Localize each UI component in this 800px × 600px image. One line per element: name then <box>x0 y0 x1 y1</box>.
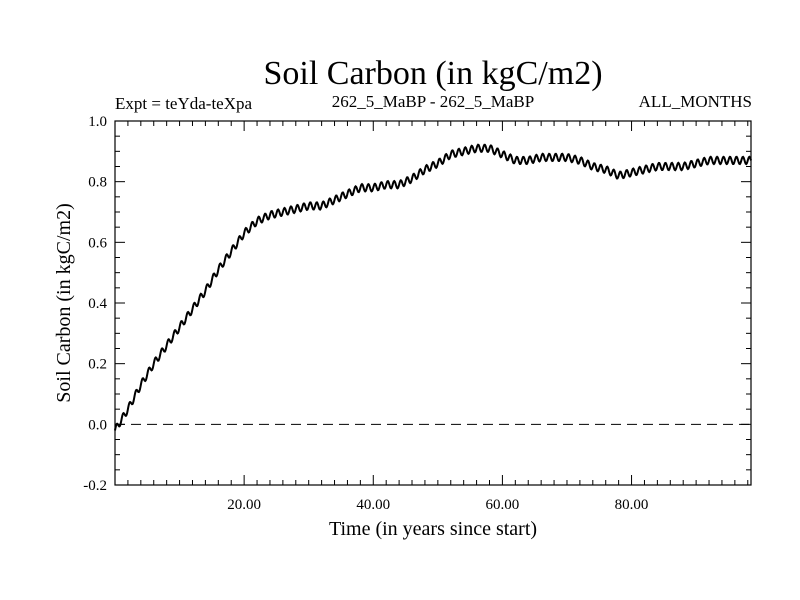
tick-labels: 20.00 40.00 60.00 80.00 -0.2 0.0 0.2 0.4 0.6 0.8 1… <box>83 114 648 513</box>
series-line-soil-carbon <box>114 143 752 431</box>
x-axis-label: Time (in years since start) <box>329 518 537 540</box>
y-tick-label: 0.4 <box>88 296 107 312</box>
chart-title: Soil Carbon (in kgC/m2) <box>263 55 602 92</box>
plot-frame <box>114 120 752 486</box>
y-tick-label: 1.0 <box>88 114 107 130</box>
y-tick-label: 0.6 <box>88 235 107 251</box>
x-tick-label: 60.00 <box>486 497 520 513</box>
chart-subtitle-center: 262_5_MaBP - 262_5_MaBP <box>332 92 534 111</box>
x-tick-label: 20.00 <box>227 497 261 513</box>
chart-subtitle-left: Expt = teYda-teXpa <box>115 94 252 113</box>
y-tick-label: 0.0 <box>88 417 107 433</box>
y-tick-label: -0.2 <box>83 478 107 494</box>
y-axis-label: Soil Carbon (in kgC/m2) <box>53 203 75 402</box>
y-tick-label: 0.2 <box>88 357 107 373</box>
chart-subtitle-right: ALL_MONTHS <box>639 92 752 111</box>
axis-ticks <box>115 120 751 486</box>
y-tick-label: 0.8 <box>88 175 107 191</box>
x-tick-label: 40.00 <box>356 497 390 513</box>
x-tick-label: 80.00 <box>615 497 649 513</box>
